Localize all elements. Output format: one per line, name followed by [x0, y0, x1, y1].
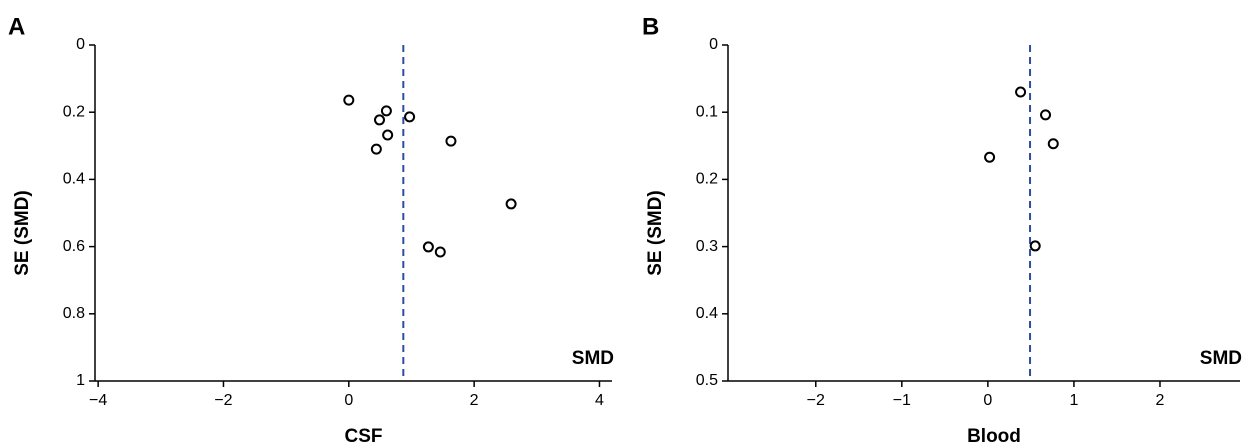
x-tick-label: 0	[344, 392, 353, 409]
y-tick-label: 0.2	[696, 171, 718, 188]
x-tick-label: 0	[983, 392, 992, 409]
y-tick-label: 0.4	[696, 305, 718, 322]
y-tick-label: 0.3	[696, 238, 718, 255]
x-axis-title: CSF	[345, 426, 383, 447]
point	[370, 143, 382, 155]
y-tick-label: 0.5	[696, 372, 718, 389]
x-tick-label: 2	[1156, 392, 1165, 409]
point	[380, 105, 392, 117]
x-tick-label: −1	[893, 392, 911, 409]
y-tick-label: 0	[709, 36, 718, 53]
x-tick-label: 2	[470, 392, 479, 409]
y-tick-label: 0.8	[63, 305, 85, 322]
point	[505, 198, 517, 210]
point	[984, 151, 996, 163]
y-tick-label: 0.2	[63, 103, 85, 120]
point	[343, 94, 355, 106]
y-tick-label: 0.1	[696, 103, 718, 120]
y-axis-title: SE (SMD)	[12, 190, 33, 276]
point	[1015, 86, 1027, 98]
x-tick-label: 4	[595, 392, 604, 409]
annotation: SMD	[1200, 348, 1242, 369]
x-tick-label: −4	[89, 392, 107, 409]
point	[404, 111, 416, 123]
x-axis-title: Blood	[967, 426, 1021, 447]
y-tick-label: 0.6	[63, 238, 85, 255]
point	[382, 129, 394, 141]
point	[422, 241, 434, 253]
point	[445, 135, 457, 147]
panel-label: A	[8, 13, 25, 40]
x-tick-label: −2	[214, 392, 232, 409]
y-tick-label: 1	[76, 372, 85, 389]
panel-label: B	[642, 13, 659, 40]
y-tick-label: 0	[76, 36, 85, 53]
y-tick-label: 0.4	[63, 171, 85, 188]
point	[1047, 138, 1059, 150]
x-tick-label: −2	[807, 392, 825, 409]
x-tick-label: 1	[1069, 392, 1078, 409]
point	[1029, 240, 1041, 252]
annotation: SMD	[572, 348, 614, 369]
point	[434, 246, 446, 258]
point	[1040, 109, 1052, 121]
y-axis-title: SE (SMD)	[645, 190, 666, 276]
point	[374, 114, 386, 126]
